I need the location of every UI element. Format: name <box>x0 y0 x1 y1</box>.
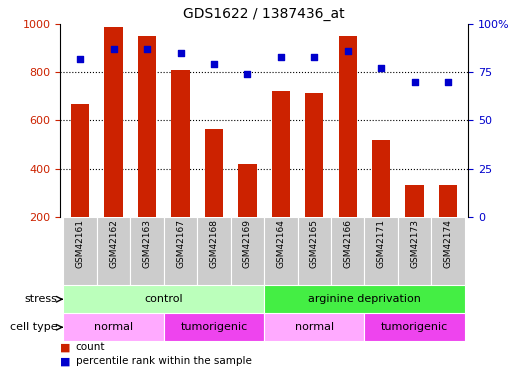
Bar <box>138 36 156 217</box>
Point <box>109 46 118 52</box>
Point <box>444 79 452 85</box>
Bar <box>271 92 290 217</box>
Text: GSM42169: GSM42169 <box>243 219 252 268</box>
Point <box>210 62 218 68</box>
Text: normal: normal <box>94 322 133 332</box>
Bar <box>298 217 331 285</box>
Text: GSM42161: GSM42161 <box>76 219 85 268</box>
Bar <box>264 217 298 285</box>
Bar <box>398 217 431 285</box>
Bar <box>338 36 357 217</box>
Point <box>344 48 352 54</box>
Point <box>243 71 252 77</box>
Text: stress: stress <box>25 294 58 304</box>
Text: normal: normal <box>294 322 334 332</box>
Text: tumorigenic: tumorigenic <box>180 322 247 332</box>
Bar <box>97 217 130 285</box>
Text: GSM42173: GSM42173 <box>410 219 419 268</box>
Bar <box>439 184 457 217</box>
Text: GSM42162: GSM42162 <box>109 219 118 268</box>
Bar <box>71 104 89 217</box>
Title: GDS1622 / 1387436_at: GDS1622 / 1387436_at <box>183 8 345 21</box>
Text: arginine deprivation: arginine deprivation <box>308 294 421 304</box>
Point <box>76 56 84 62</box>
Text: ■: ■ <box>60 342 71 352</box>
Bar <box>197 217 231 285</box>
Bar <box>63 313 164 341</box>
Bar <box>105 27 123 217</box>
Point <box>277 54 285 60</box>
Point <box>176 50 185 56</box>
Text: GSM42167: GSM42167 <box>176 219 185 268</box>
Point <box>143 46 151 52</box>
Bar <box>164 217 197 285</box>
Bar <box>264 285 465 313</box>
Bar <box>205 129 223 217</box>
Text: cell type: cell type <box>10 322 58 332</box>
Point <box>310 54 319 60</box>
Text: GSM42171: GSM42171 <box>377 219 385 268</box>
Bar <box>331 217 365 285</box>
Bar <box>63 217 97 285</box>
Bar <box>365 217 398 285</box>
Bar <box>231 217 264 285</box>
Text: GSM42168: GSM42168 <box>209 219 219 268</box>
Text: GSM42165: GSM42165 <box>310 219 319 268</box>
Bar <box>264 313 365 341</box>
Bar <box>305 93 323 217</box>
Bar <box>431 217 465 285</box>
Bar <box>372 140 390 217</box>
Bar <box>365 313 465 341</box>
Text: ■: ■ <box>60 356 71 366</box>
Text: GSM42163: GSM42163 <box>143 219 152 268</box>
Bar <box>238 164 257 217</box>
Bar <box>63 285 264 313</box>
Text: GSM42174: GSM42174 <box>444 219 452 268</box>
Bar <box>405 184 424 217</box>
Text: percentile rank within the sample: percentile rank within the sample <box>76 356 252 366</box>
Bar <box>130 217 164 285</box>
Text: tumorigenic: tumorigenic <box>381 322 448 332</box>
Text: count: count <box>76 342 105 352</box>
Text: control: control <box>144 294 183 304</box>
Bar <box>172 70 190 217</box>
Text: GSM42164: GSM42164 <box>276 219 286 268</box>
Bar <box>164 313 264 341</box>
Text: GSM42166: GSM42166 <box>343 219 352 268</box>
Point <box>377 65 385 71</box>
Point <box>411 79 419 85</box>
